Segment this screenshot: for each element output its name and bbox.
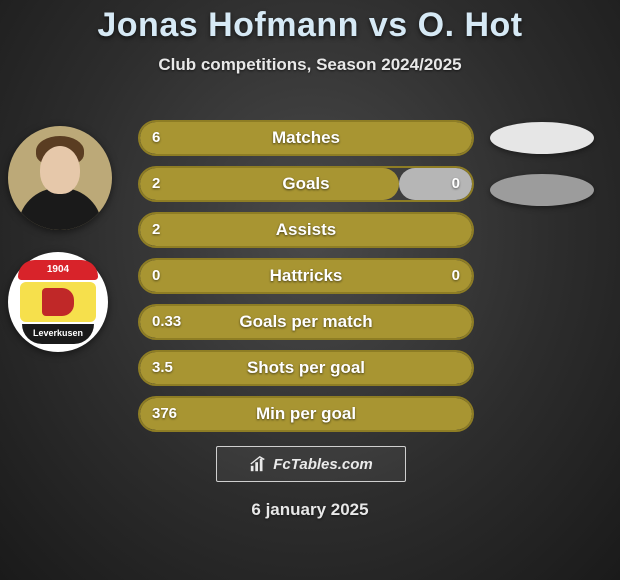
- club-logo-top: 1904: [18, 260, 98, 280]
- club-logo: 1904 Leverkusen: [8, 252, 108, 352]
- bar-value-left: 2: [152, 212, 160, 248]
- bar-track: [138, 120, 474, 156]
- stat-row-goals-per-match: 0.33Goals per match: [138, 304, 474, 340]
- footer-brand[interactable]: FcTables.com: [216, 446, 406, 482]
- bar-value-right: 0: [452, 258, 460, 294]
- bar-track: [138, 212, 474, 248]
- bar-value-left: 6: [152, 120, 160, 156]
- stat-row-assists: 2Assists: [138, 212, 474, 248]
- stat-row-hattricks: 00Hattricks: [138, 258, 474, 294]
- bar-value-left: 2: [152, 166, 160, 202]
- stat-bars: 6Matches20Goals2Assists00Hattricks0.33Go…: [138, 120, 474, 442]
- stat-row-shots-per-goal: 3.5Shots per goal: [138, 350, 474, 386]
- avatar-body-shape: [18, 188, 102, 230]
- right-ellipse-0: [490, 122, 594, 154]
- chart-icon: [249, 455, 267, 473]
- bar-value-left: 0.33: [152, 304, 181, 340]
- bar-track: [138, 304, 474, 340]
- stat-row-matches: 6Matches: [138, 120, 474, 156]
- stat-row-min-per-goal: 376Min per goal: [138, 396, 474, 432]
- date-text: 6 january 2025: [0, 500, 620, 520]
- left-column: 1904 Leverkusen: [8, 126, 118, 352]
- player-avatar: [8, 126, 112, 230]
- club-logo-bottom: Leverkusen: [22, 324, 94, 344]
- bar-right-fill: [399, 168, 472, 200]
- right-ellipse-1: [490, 174, 594, 206]
- bar-left-fill: [140, 260, 472, 292]
- bar-track: [138, 396, 474, 432]
- bar-value-left: 376: [152, 396, 177, 432]
- bar-value-right: 0: [452, 166, 460, 202]
- bar-left-fill: [140, 352, 472, 384]
- bar-left-fill: [140, 306, 472, 338]
- bar-left-fill: [140, 398, 472, 430]
- club-logo-lion-shape: [42, 288, 74, 316]
- subtitle: Club competitions, Season 2024/2025: [0, 55, 620, 75]
- bar-track: [138, 258, 474, 294]
- bar-left-fill: [140, 214, 472, 246]
- footer-label: FcTables.com: [273, 456, 372, 473]
- bar-track: [138, 166, 474, 202]
- stat-row-goals: 20Goals: [138, 166, 474, 202]
- avatar-head-shape: [40, 146, 80, 194]
- bar-left-fill: [140, 122, 472, 154]
- bar-value-left: 0: [152, 258, 160, 294]
- bar-value-left: 3.5: [152, 350, 173, 386]
- page-title: Jonas Hofmann vs O. Hot: [0, 0, 620, 45]
- bar-track: [138, 350, 474, 386]
- bar-left-fill: [140, 168, 399, 200]
